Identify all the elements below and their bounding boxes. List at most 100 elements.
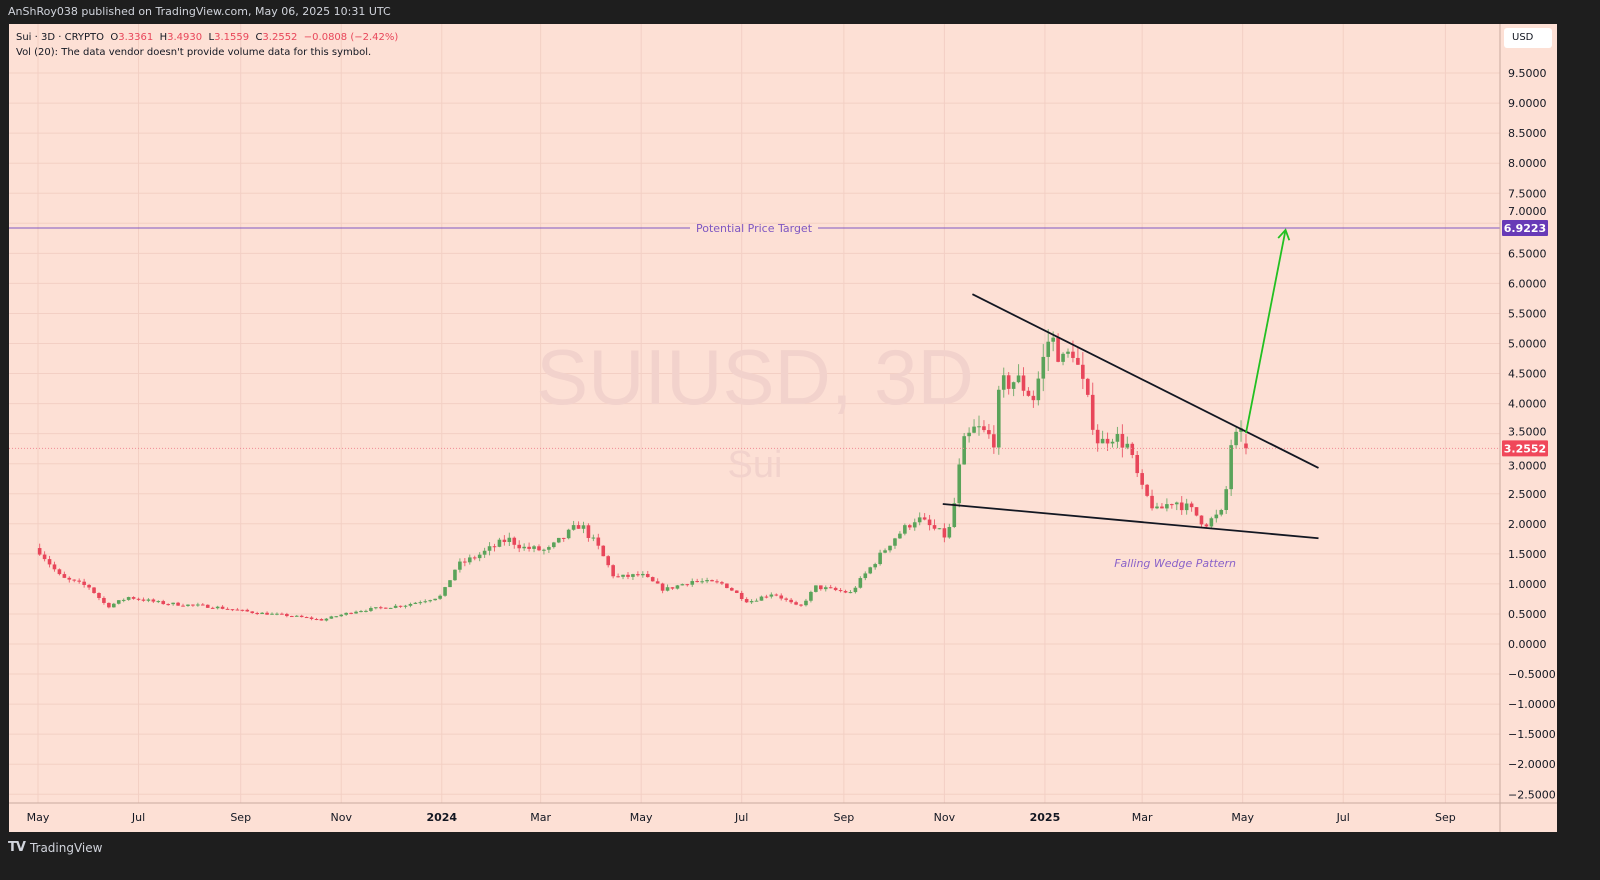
candle-body	[1046, 341, 1051, 357]
candle-body	[779, 595, 784, 599]
high-value: 3.4930	[167, 32, 203, 43]
time-tick-label: Jul	[734, 811, 748, 824]
candle-body	[1229, 445, 1233, 490]
candle-body	[423, 601, 428, 603]
candle-body	[131, 597, 136, 599]
candle-body	[364, 610, 368, 612]
candle-body	[1066, 351, 1070, 354]
candle-body	[917, 517, 922, 523]
price-tick-label: −1.0000	[1508, 698, 1556, 711]
candle-body	[497, 539, 502, 547]
candle-body	[922, 517, 927, 520]
candle-body	[1110, 441, 1115, 444]
candle-body	[685, 584, 690, 586]
candle-body	[1140, 473, 1144, 485]
candle-body	[42, 554, 47, 560]
candle-body	[82, 581, 86, 585]
candle-body	[482, 550, 487, 555]
candle-body	[957, 464, 962, 504]
candle-body	[250, 611, 255, 613]
candle-body	[369, 607, 373, 611]
candle-body	[814, 585, 818, 592]
candle-body	[1155, 506, 1159, 509]
candle-body	[116, 600, 121, 604]
candle-body	[324, 618, 329, 621]
candle-body	[774, 594, 779, 596]
candle-body	[819, 585, 823, 590]
candle-body	[344, 612, 348, 615]
candle-body	[556, 537, 561, 543]
candle-body	[196, 604, 200, 606]
candle-body	[873, 564, 877, 568]
candle-body	[1115, 434, 1120, 442]
candle-body	[868, 567, 873, 574]
target-price-badge-label: 6.9223	[1504, 222, 1546, 235]
candle-body	[932, 525, 937, 529]
candle-body	[799, 604, 803, 606]
candle-body	[1095, 429, 1100, 444]
price-tick-label: 7.5000	[1508, 187, 1547, 200]
candle-body	[1194, 507, 1199, 516]
tradingview-logo[interactable]: TV TradingView	[8, 840, 102, 855]
candle-body	[601, 545, 606, 557]
candle-body	[883, 550, 887, 553]
candle-body	[927, 519, 932, 526]
pattern-label: Falling Wedge Pattern	[1114, 557, 1236, 570]
candle-body	[388, 607, 393, 609]
watermark-symbol: SUIUSD, 3D	[536, 333, 974, 421]
candle-body	[952, 503, 957, 528]
candle-body	[581, 525, 586, 529]
time-tick-label: Sep	[834, 811, 855, 824]
candle-body	[982, 426, 986, 431]
candle-body	[1076, 357, 1080, 365]
candle-body	[893, 538, 897, 546]
candle-body	[1036, 378, 1041, 401]
candle-body	[1085, 378, 1090, 395]
candle-body	[542, 549, 546, 551]
candle-body	[1234, 431, 1238, 446]
candle-body	[235, 609, 240, 611]
candle-body	[1081, 364, 1085, 379]
time-tick-label: 2024	[426, 811, 457, 824]
candle-body	[1021, 375, 1026, 391]
price-axis[interactable]: 9.5000 9.0000 8.5000 8.0000 7.5000 7.0000 6.50…	[1508, 67, 1556, 801]
candle-body	[463, 561, 467, 563]
candle-body	[1011, 382, 1016, 389]
candle-body	[393, 605, 398, 608]
candle-body	[650, 577, 655, 582]
price-tick-label: 4.5000	[1508, 368, 1547, 381]
symbol-name[interactable]: Sui · 3D · CRYPTO	[16, 32, 105, 43]
price-tick-label: −0.5000	[1508, 668, 1556, 681]
price-tick-label: 2.0000	[1508, 518, 1547, 531]
candle-body	[1179, 502, 1184, 511]
tradingview-brand: TradingView	[29, 840, 103, 855]
candle-body	[319, 619, 324, 621]
candle-body	[443, 587, 447, 596]
candle-body	[102, 597, 106, 603]
symbol-legend: Sui · 3D · CRYPTO O3.3361 H3.4930 L3.155…	[16, 30, 398, 60]
candle-body	[987, 430, 991, 435]
candle-body	[552, 542, 556, 548]
candle-body	[225, 608, 230, 610]
candle-body	[270, 613, 274, 615]
candle-body	[759, 596, 764, 601]
chart-panel[interactable]	[9, 24, 1557, 832]
price-tick-label: 1.5000	[1508, 548, 1547, 561]
candle-body	[720, 582, 724, 584]
candle-body	[789, 599, 793, 603]
tradingview-logo-icon: TV	[8, 840, 26, 855]
candle-body	[626, 574, 630, 577]
time-axis[interactable]: May Jul Sep Nov 2024 Mar May Jul Sep Nov 2025 Mar Ma…	[27, 811, 1456, 824]
candle-body	[621, 574, 625, 577]
candles	[37, 329, 1248, 622]
time-tick-label: May	[630, 811, 653, 824]
candle-body	[1061, 353, 1065, 362]
time-tick-label: Sep	[1435, 811, 1456, 824]
drawings: Potential Price Target Falling Wedge Patt…	[9, 222, 1500, 570]
candle-body	[280, 613, 284, 615]
candle-body	[191, 604, 195, 606]
candle-body	[537, 546, 541, 551]
currency-button[interactable]: USD	[1504, 28, 1552, 48]
projection-arrow	[1245, 229, 1287, 434]
